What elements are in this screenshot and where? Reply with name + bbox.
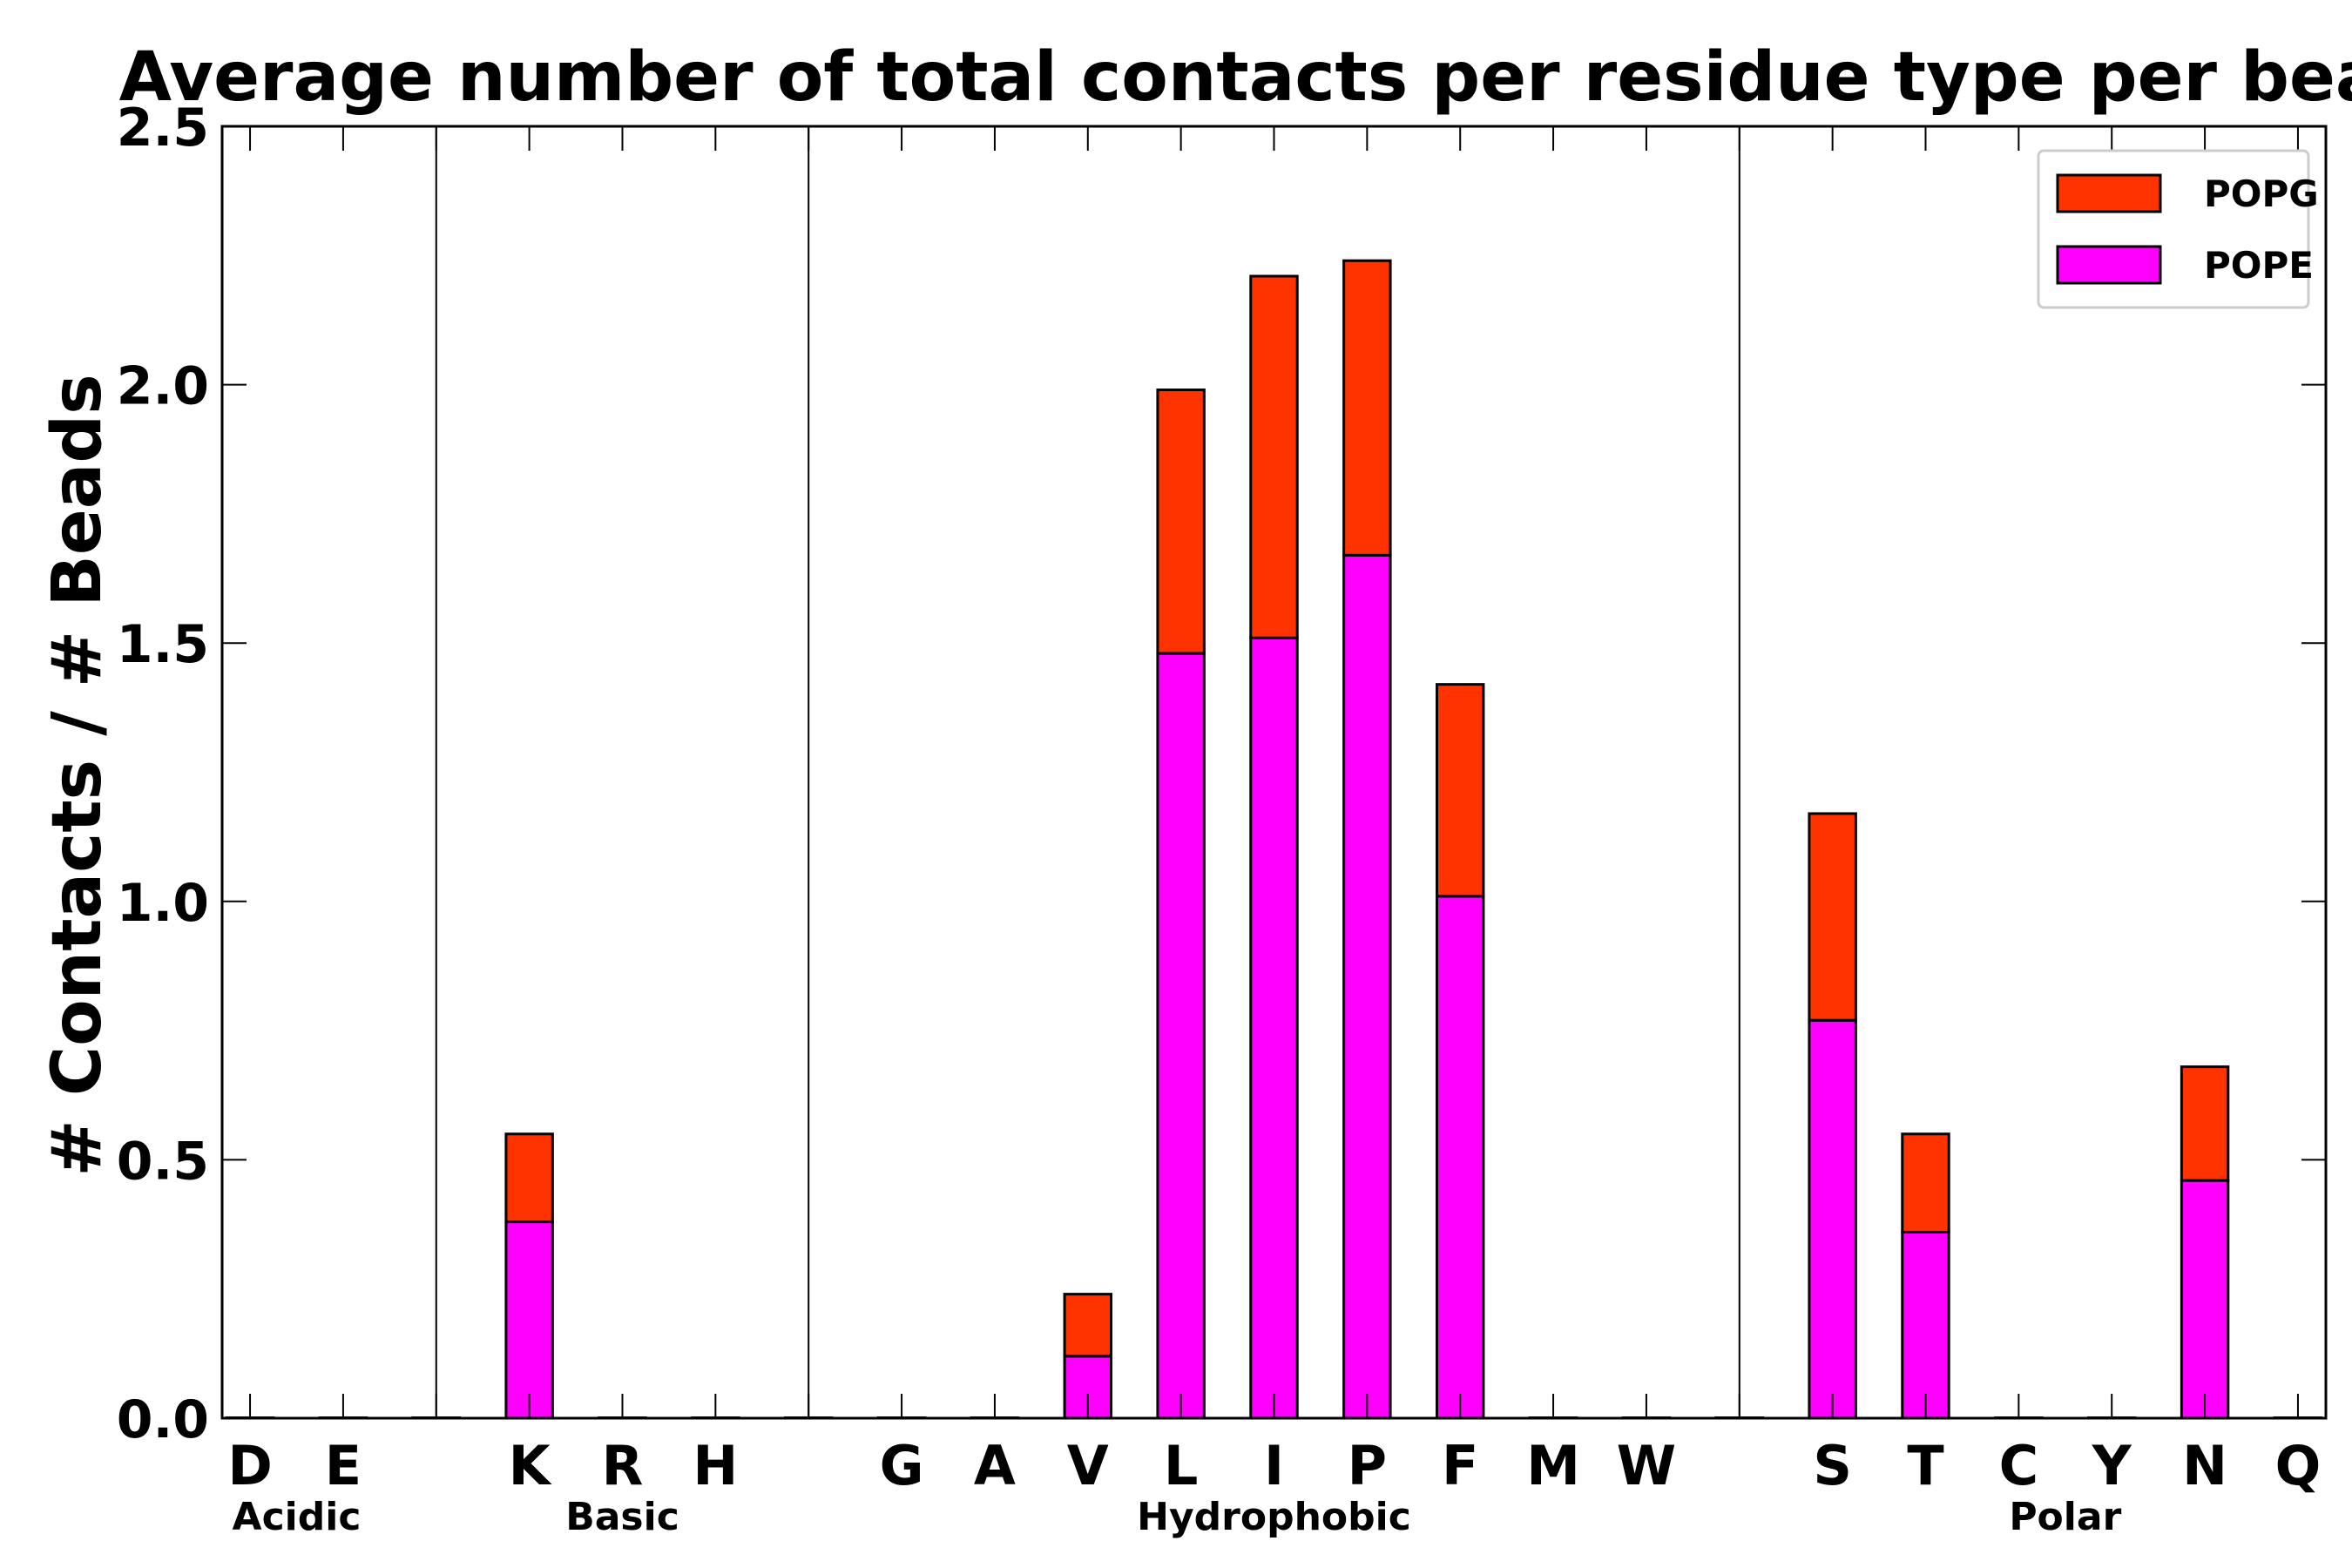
x-tick-label-W: W	[1617, 1434, 1676, 1497]
x-tick-label-G: G	[880, 1434, 924, 1497]
y-tick-label: 0.0	[117, 1389, 209, 1450]
bar-pope-K	[504, 1220, 554, 1420]
bar-popg-S	[1808, 812, 1857, 1022]
x-tick-label-D: D	[227, 1434, 272, 1497]
group-label-polar: Polar	[2009, 1495, 2121, 1539]
x-tick-label-Q: Q	[2275, 1434, 2322, 1497]
x-tick-label-H: H	[693, 1434, 738, 1497]
bar-popg-V	[1063, 1293, 1112, 1358]
x-tick-label-T: T	[1907, 1434, 1943, 1497]
x-tick-label-R: R	[602, 1434, 644, 1497]
bar-pope-I	[1249, 636, 1299, 1420]
y-axis-label: # Contacts / # Beads	[38, 374, 117, 1176]
bar-popg-T	[1901, 1132, 1950, 1233]
bar-popg-L	[1156, 389, 1206, 655]
x-tick-label-N: N	[2182, 1434, 2227, 1497]
x-tick-label-E: E	[325, 1434, 362, 1497]
bar-pope-T	[1901, 1230, 1950, 1420]
x-tick-label-Y: Y	[2092, 1434, 2132, 1497]
y-tick-label: 0.5	[117, 1131, 209, 1192]
y-tick-label: 2.5	[117, 98, 209, 159]
bar-popg-F	[1436, 683, 1485, 898]
x-tick-label-V: V	[1067, 1434, 1109, 1497]
legend-swatch-popg	[2056, 173, 2162, 213]
bar-popg-N	[2180, 1065, 2230, 1182]
legend-label-pope: POPE	[2204, 244, 2314, 287]
x-tick-label-P: P	[1348, 1434, 1387, 1497]
y-tick-label: 1.5	[117, 614, 209, 675]
x-tick-label-L: L	[1164, 1434, 1199, 1497]
plot-area	[225, 126, 2323, 1420]
bar-popg-I	[1249, 274, 1299, 639]
group-label-hydrophobic: Hydrophobic	[1137, 1495, 1411, 1539]
bar-pope-P	[1342, 553, 1392, 1420]
legend-label-popg: POPG	[2204, 172, 2319, 215]
x-tick-label-K: K	[509, 1434, 552, 1497]
x-tick-label-I: I	[1264, 1434, 1284, 1497]
x-tick-label-S: S	[1813, 1434, 1852, 1497]
x-tick-label-M: M	[1526, 1434, 1580, 1497]
x-tick-label-A: A	[974, 1434, 1016, 1497]
bar-pope-N	[2180, 1179, 2230, 1420]
bar-popg-K	[504, 1132, 554, 1224]
y-tick-label: 2.0	[117, 356, 209, 417]
x-tick-label-F: F	[1442, 1434, 1478, 1497]
bar-pope-S	[1808, 1018, 1857, 1420]
y-tick-label: 1.0	[117, 873, 209, 934]
chart-title: Average number of total contacts per res…	[119, 38, 2352, 117]
group-label-basic: Basic	[565, 1495, 679, 1539]
group-label-acidic: Acidic	[233, 1495, 362, 1539]
x-tick-label-C: C	[1999, 1434, 2039, 1497]
axes: 0.0 0.5 1.0 1.5 2.0 2.5 D E K R H G A V L I P F M W S T C Y N Q Ac…	[117, 98, 2328, 1539]
legend-swatch-pope	[2056, 245, 2162, 285]
bar-pope-F	[1436, 895, 1485, 1420]
bar-popg-P	[1342, 259, 1392, 557]
legend: POPG POPE	[2037, 149, 2319, 309]
bar-pope-L	[1156, 652, 1206, 1420]
